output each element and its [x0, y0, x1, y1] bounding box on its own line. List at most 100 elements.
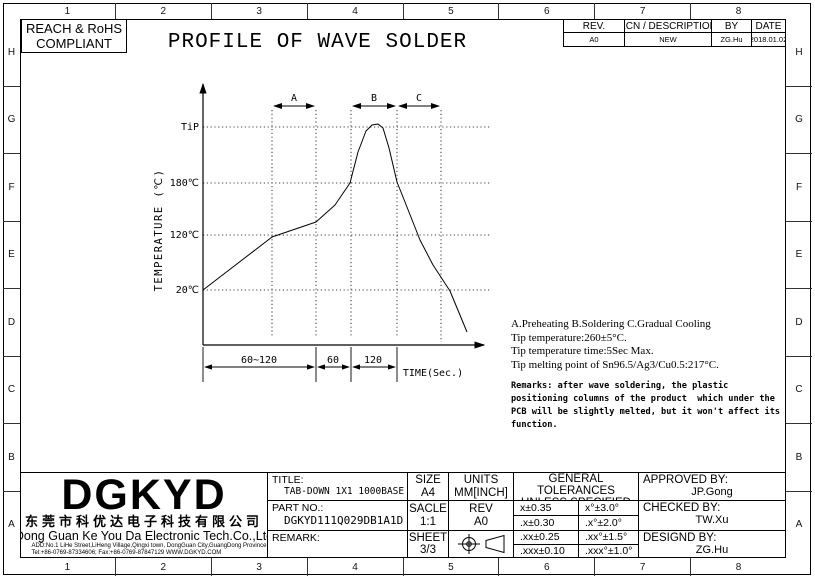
remark-cell: REMARK:: [268, 531, 408, 557]
company-address: ADD:No.1 LiHe Street,LiHeng Village,Qing…: [31, 543, 267, 549]
size-label: SIZE: [415, 474, 441, 486]
zone-row-label: B: [786, 423, 812, 491]
rev-header-description: ECN / DESCRIPTION: [625, 20, 712, 33]
zone-column-label: 6: [498, 558, 594, 576]
remark-label: REMARK:: [272, 532, 320, 544]
rev-date: 2018.01.02: [752, 35, 785, 44]
compliance-line1: REACH & RoHS: [25, 21, 123, 36]
tolerance-angular-2: .x°±2.0°: [585, 517, 622, 529]
zone-column-label: 8: [690, 3, 786, 19]
size-cell: SIZE A4: [408, 473, 449, 501]
segment-label-preheat: 60~120: [241, 355, 277, 366]
zone-column-label: 1: [64, 561, 71, 573]
checked-by-label: CHECKED BY:: [643, 502, 721, 514]
approved-by-value: JP.Gong: [691, 486, 733, 498]
third-angle-projection-icon: [458, 534, 505, 554]
zone-row-label: D: [3, 288, 20, 356]
zone-column-label: 3: [210, 3, 307, 19]
tolerance-angular-4: .xxx°±1.0°: [585, 544, 633, 557]
rev-header-rev: REV.: [564, 20, 625, 33]
rev-value: A0: [564, 33, 625, 46]
remark-line: function.: [511, 419, 558, 430]
title-value: TAB-DOWN 1X1 1000BASE: [284, 486, 405, 497]
checked-by-cell: CHECKED BY: TW.Xu: [639, 501, 785, 531]
title-label: TITLE:: [272, 474, 304, 486]
zone-column-label: 5: [402, 3, 499, 19]
zone-column-label: 7: [594, 3, 690, 19]
zone-column-label: 1: [64, 5, 71, 17]
zone-row-label: H: [7, 46, 16, 58]
approved-by-label: APPROVED BY:: [643, 474, 729, 486]
sheet-cell: SHEET 3/3: [408, 531, 449, 557]
revision-table: REV. ECN / DESCRIPTION BY DATE A0 NEW ZG…: [563, 19, 786, 47]
rev-label: REV: [469, 502, 493, 515]
sheet-label: SHEET: [408, 531, 448, 544]
ytick-180: 180℃: [170, 178, 199, 189]
zone-row-label: C: [3, 355, 20, 424]
process-note-line: A.Preheating B.Soldering C.Gradual Cooli…: [511, 318, 711, 330]
rev-header-by: BY: [712, 20, 752, 33]
tolerances-header-cell: GENERAL TOLERANCES UNLESS SPECIFIED: [514, 473, 639, 501]
zone-row-label: C: [786, 355, 812, 424]
zone-column-label: 2: [114, 3, 211, 19]
rev-value2: A0: [473, 516, 489, 529]
remarks-block: Remarks: after wave soldering, the plast…: [511, 380, 806, 432]
title-cell: TITLE: TAB-DOWN 1X1 1000BASE: [268, 473, 408, 501]
zone-row-label: F: [786, 153, 812, 221]
ytick-120: 120℃: [170, 230, 199, 241]
phase-label-b: B: [371, 93, 377, 104]
part-no-cell: PART NO.: DGKYD111Q029DB1A1D: [268, 501, 408, 531]
y-axis-title: TEMPERATURE (℃): [153, 169, 165, 292]
rev-by: ZG.Hu: [712, 33, 752, 46]
phase-label-a: A: [291, 93, 297, 104]
process-note-line: Tip melting point of Sn96.5/Ag3/Cu0.5:21…: [511, 358, 719, 371]
zone-column-label: 4: [306, 558, 403, 576]
sheet-value: 3/3: [420, 544, 436, 557]
chart-gridlines: [203, 110, 490, 342]
company-block: DGKYD 东莞市科优达电子科技有限公司 Dong Guan Ke You Da…: [21, 473, 268, 557]
phase-label-c: C: [416, 93, 422, 104]
units-cell: UNITS MM[INCH]: [449, 473, 514, 501]
zone-column-label: 7: [594, 558, 690, 576]
compliance-line2: COMPLIANT: [36, 36, 112, 51]
company-name-cn: 东莞市科优达电子科技有限公司: [24, 515, 263, 530]
zone-row-label: G: [786, 85, 812, 154]
zone-row-label: E: [786, 220, 812, 289]
remark-line: Remarks: after wave soldering, the plast…: [511, 381, 729, 391]
temperature-curve: [202, 123, 468, 333]
segment-label-cooling: 120: [364, 355, 382, 366]
company-contact: Tel:+86-0769-87334606; Fax:+86-0769-8784…: [31, 550, 222, 556]
outer-border: [3, 3, 811, 575]
zone-row-label: F: [3, 153, 20, 221]
designed-by-cell: DESIGND BY: ZG.Hu: [639, 531, 785, 557]
part-no-label: PART NO.:: [272, 502, 324, 514]
tolerance-linear-4: .xxx±0.10: [520, 544, 565, 557]
title-block: DGKYD 东莞市科优达电子科技有限公司 Dong Guan Ke You Da…: [20, 472, 786, 558]
tolerance-linear-1: x±0.35: [514, 501, 578, 516]
segment-label-solder: 60: [327, 355, 339, 366]
size-value: A4: [420, 487, 436, 499]
zone-column-label: 2: [114, 558, 211, 576]
scale-cell: SACLE 1:1: [408, 501, 449, 531]
company-logo: DGKYD: [61, 473, 227, 519]
tolerance-angular-1: x°±3.0°: [579, 501, 638, 516]
zone-column-label: 5: [402, 558, 499, 576]
zone-row-label: B: [3, 423, 20, 491]
part-no-value: DGKYD111Q029DB1A1D: [284, 514, 404, 527]
projection-cell: [449, 531, 514, 557]
wave-solder-profile-chart: A B C TiP 180℃ 120℃ 20℃ TEMPERATURE (℃) …: [153, 82, 490, 382]
zone-row-label: A: [786, 490, 812, 559]
tolerance-angular-cell-2: .xx°±1.5° .xxx°±1.0°: [579, 531, 639, 557]
ytick-20: 20℃: [176, 285, 199, 296]
zone-row-label: D: [786, 288, 812, 356]
units-value: MM[INCH]: [454, 487, 508, 499]
remark-line: positioning columns of the product which…: [511, 393, 775, 404]
units-label: UNITS: [463, 474, 499, 486]
zone-column-label: 8: [690, 558, 786, 576]
company-name-en: Dong Guan Ke You Da Electronic Tech.Co.,…: [21, 529, 268, 543]
process-notes: A.Preheating B.Soldering C.Gradual Cooli…: [511, 318, 801, 372]
tolerance-angular-cell-1: x°±3.0° .x°±2.0°: [579, 501, 639, 531]
